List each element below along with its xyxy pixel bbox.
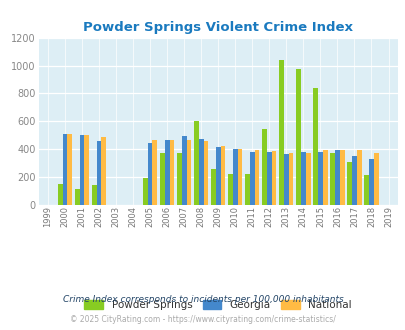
Bar xyxy=(143,178,147,205)
Bar xyxy=(296,69,300,205)
Bar xyxy=(181,136,186,205)
Bar xyxy=(215,147,220,205)
Bar xyxy=(373,152,378,205)
Bar xyxy=(334,150,339,205)
Bar xyxy=(279,60,283,205)
Text: © 2025 CityRating.com - https://www.cityrating.com/crime-statistics/: © 2025 CityRating.com - https://www.city… xyxy=(70,315,335,324)
Bar xyxy=(249,152,254,205)
Bar xyxy=(368,159,373,205)
Bar xyxy=(79,135,84,205)
Bar xyxy=(262,129,266,205)
Bar xyxy=(92,185,96,205)
Bar xyxy=(147,143,152,205)
Bar xyxy=(266,152,271,205)
Bar xyxy=(329,152,334,205)
Bar xyxy=(160,152,164,205)
Bar xyxy=(177,152,181,205)
Bar xyxy=(67,134,72,205)
Legend: Powder Springs, Georgia, National: Powder Springs, Georgia, National xyxy=(81,296,354,313)
Bar xyxy=(96,142,101,205)
Bar xyxy=(339,150,344,205)
Bar xyxy=(313,88,317,205)
Bar xyxy=(164,140,169,205)
Bar xyxy=(245,174,249,205)
Bar xyxy=(300,152,305,205)
Bar xyxy=(363,175,368,205)
Bar xyxy=(220,146,225,205)
Bar xyxy=(58,184,62,205)
Bar xyxy=(351,156,356,205)
Bar xyxy=(152,141,157,205)
Bar xyxy=(317,152,322,205)
Bar xyxy=(232,149,237,205)
Bar xyxy=(101,137,106,205)
Bar xyxy=(356,150,361,205)
Bar xyxy=(75,189,79,205)
Bar xyxy=(186,140,191,205)
Bar xyxy=(194,121,198,205)
Bar xyxy=(346,162,351,205)
Bar xyxy=(62,134,67,205)
Bar xyxy=(203,142,208,205)
Bar xyxy=(237,149,242,205)
Bar xyxy=(271,151,276,205)
Bar xyxy=(254,150,259,205)
Bar xyxy=(228,174,232,205)
Bar xyxy=(198,139,203,205)
Text: Crime Index corresponds to incidents per 100,000 inhabitants: Crime Index corresponds to incidents per… xyxy=(62,295,343,304)
Title: Powder Springs Violent Crime Index: Powder Springs Violent Crime Index xyxy=(83,21,352,34)
Bar xyxy=(283,154,288,205)
Bar xyxy=(169,140,174,205)
Bar xyxy=(288,153,293,205)
Bar xyxy=(322,150,327,205)
Bar xyxy=(211,169,215,205)
Bar xyxy=(84,135,89,205)
Bar xyxy=(305,153,310,205)
